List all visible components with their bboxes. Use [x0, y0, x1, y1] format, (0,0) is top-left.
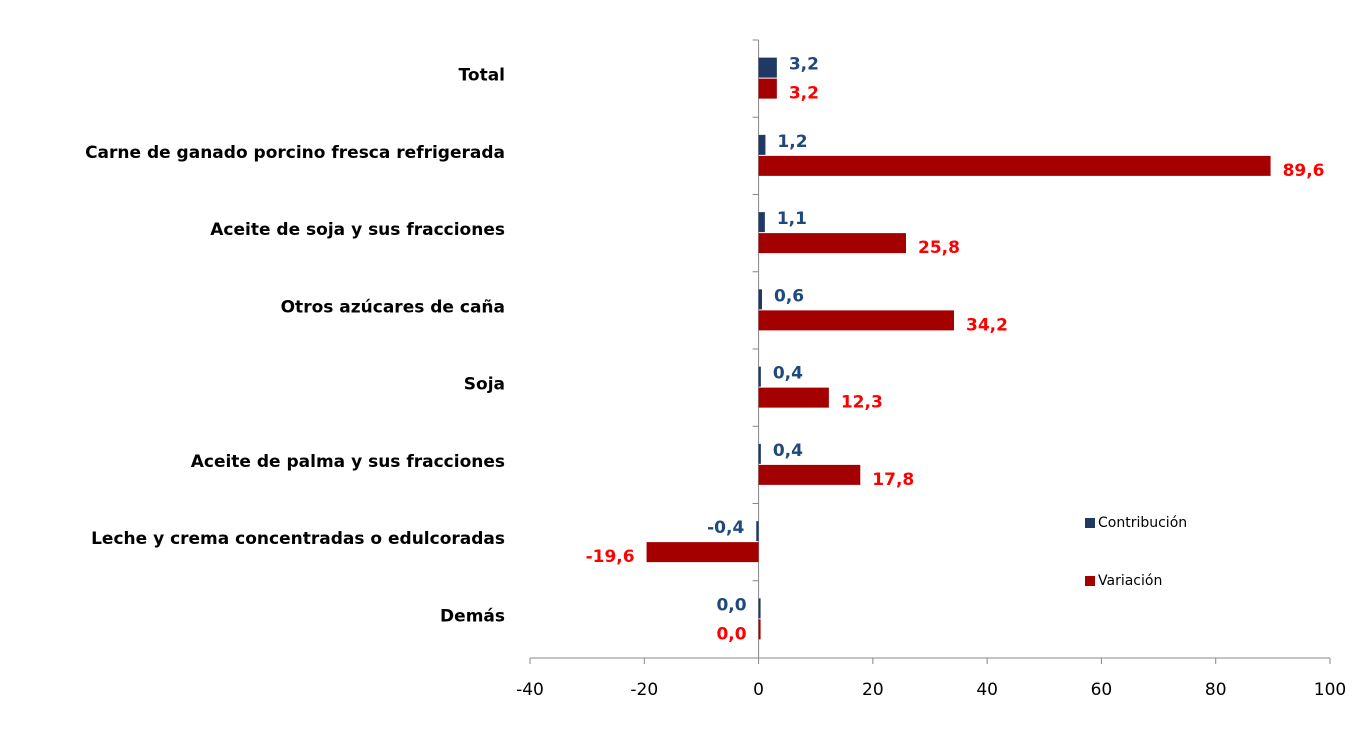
- bar: [758, 212, 765, 233]
- value-label: 3,2: [789, 84, 819, 104]
- value-label: 25,8: [918, 238, 960, 258]
- category-label: Aceite de palma y sus fracciones: [191, 452, 505, 472]
- bar: [758, 598, 761, 619]
- bar: [758, 619, 761, 640]
- legend-label: Variación: [1098, 573, 1162, 589]
- x-tick-label: -40: [516, 680, 544, 700]
- bar: [758, 155, 1271, 176]
- value-label: 0,6: [774, 286, 804, 306]
- bar: [758, 57, 777, 78]
- category-label: Carne de ganado porcino fresca refrigera…: [85, 143, 505, 163]
- value-label: -19,6: [586, 547, 635, 567]
- category-label: Soja: [464, 375, 505, 395]
- value-label: 1,2: [777, 132, 807, 152]
- value-label: 0,4: [773, 364, 803, 384]
- x-tick-label: 20: [862, 680, 884, 700]
- value-label: 12,3: [841, 393, 883, 413]
- bar: [758, 233, 906, 254]
- legend-label: Contribución: [1098, 515, 1187, 531]
- bar: [758, 78, 777, 99]
- bar: [758, 443, 761, 464]
- bar: [758, 387, 829, 408]
- value-label: 0,0: [716, 624, 746, 644]
- bar: [758, 289, 762, 310]
- x-tick-label: 100: [1314, 680, 1346, 700]
- bar: [758, 134, 766, 155]
- value-label: 34,2: [966, 315, 1008, 335]
- x-tick-label: 80: [1205, 680, 1227, 700]
- bar: [758, 310, 954, 331]
- value-label: 1,1: [777, 209, 807, 229]
- value-label: 0,0: [716, 595, 746, 615]
- x-tick-label: -20: [630, 680, 658, 700]
- x-tick-label: 60: [1091, 680, 1113, 700]
- x-tick-label: 0: [753, 680, 764, 700]
- value-label: 17,8: [872, 470, 914, 490]
- legend-swatch: [1085, 518, 1095, 528]
- legend-swatch: [1085, 576, 1095, 586]
- bar: [758, 464, 861, 485]
- category-label: Aceite de soja y sus fracciones: [210, 220, 505, 240]
- value-label: -0,4: [707, 518, 744, 538]
- bar: [756, 521, 759, 542]
- value-label: 0,4: [773, 441, 803, 461]
- value-label: 3,2: [789, 55, 819, 75]
- category-label: Otros azúcares de caña: [281, 297, 505, 317]
- category-label: Demás: [440, 606, 505, 626]
- category-label: Leche y crema concentradas o edulcoradas: [91, 529, 505, 549]
- bar: [646, 542, 759, 563]
- category-label: Total: [459, 66, 505, 86]
- bar: [758, 366, 761, 387]
- x-tick-label: 40: [976, 680, 998, 700]
- value-label: 89,6: [1283, 161, 1325, 181]
